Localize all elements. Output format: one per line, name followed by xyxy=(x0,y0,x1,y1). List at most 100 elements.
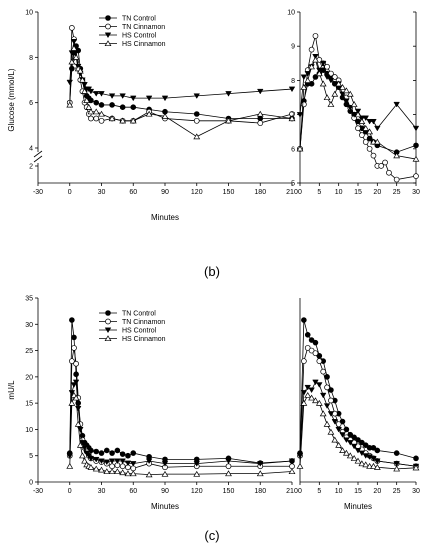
data-point-b-zoom-1 xyxy=(355,125,361,132)
data-point-b-zoom-1 xyxy=(312,33,319,39)
data-point-c-zoom-2 xyxy=(339,432,346,438)
data-point-c-zoom-3 xyxy=(335,441,343,448)
data-point-c-zoom-3 xyxy=(300,399,308,406)
data-point-c-0 xyxy=(69,317,75,323)
data-point-c-zoom-2 xyxy=(327,411,335,417)
x-tick-label-b: 210 xyxy=(286,189,298,196)
y-tick-label-c: 0 xyxy=(29,480,33,487)
y-tick-label-b: 2 xyxy=(29,164,33,171)
x-tick-label-c: 180 xyxy=(254,488,266,495)
data-point-b-zoom-3 xyxy=(339,83,346,90)
data-point-b-zoom-3 xyxy=(312,56,319,63)
data-point-c-zoom-0 xyxy=(308,337,315,343)
data-point-c-zoom-0 xyxy=(301,317,307,323)
data-point-c-1 xyxy=(73,360,79,367)
data-point-c-zoom-3 xyxy=(331,436,339,443)
data-point-c-2 xyxy=(124,460,132,467)
y-tick-label-b-zoom: 6 xyxy=(291,146,295,153)
x-tick-label-c: 120 xyxy=(191,488,203,495)
data-point-c-1 xyxy=(225,463,232,470)
data-point-b-3 xyxy=(68,58,76,65)
data-point-b-zoom-1 xyxy=(308,46,315,53)
data-point-c-zoom-2 xyxy=(308,387,315,394)
data-point-b-3 xyxy=(161,112,169,119)
data-point-c-2 xyxy=(79,440,86,446)
x-tick-label-c-zoom: 25 xyxy=(393,488,401,495)
x-tick-label-c: 90 xyxy=(161,488,169,495)
data-point-c-3 xyxy=(161,470,169,477)
data-point-c-2 xyxy=(74,405,82,412)
data-point-c-3 xyxy=(87,463,95,470)
x-tick-label-b: -30 xyxy=(33,189,43,196)
data-point-c-zoom-2 xyxy=(296,453,304,459)
x-tick-label-b-zoom: 30 xyxy=(412,189,420,196)
data-point-c-zoom-2 xyxy=(374,458,381,465)
data-point-c-zoom-1 xyxy=(320,368,327,375)
data-point-c-3 xyxy=(193,470,201,477)
data-point-b-2 xyxy=(81,82,88,88)
data-point-b-2 xyxy=(193,93,200,99)
data-point-b-zoom-3 xyxy=(393,152,401,159)
data-point-c-3 xyxy=(288,468,296,475)
data-point-c-0 xyxy=(193,456,200,463)
data-point-b-zoom-1 xyxy=(393,176,400,183)
data-point-b-2 xyxy=(108,93,116,99)
data-point-b-3 xyxy=(83,97,91,103)
data-point-b-zoom-3 xyxy=(296,145,304,152)
data-point-c-3 xyxy=(113,468,121,475)
data-point-c-zoom-3 xyxy=(315,399,323,406)
data-point-b-zoom-2 xyxy=(304,71,311,77)
data-point-b-zoom-2 xyxy=(412,125,420,132)
data-point-c-zoom-2 xyxy=(335,426,342,433)
legend-label-b: TN Control xyxy=(122,16,156,23)
data-point-c-2 xyxy=(193,461,200,467)
data-point-c-zoom-1 xyxy=(316,358,323,364)
data-point-c-zoom-1 xyxy=(301,358,307,364)
data-point-b-zoom-2 xyxy=(327,77,335,84)
legend-label-c: HS Cinnamon xyxy=(122,336,166,343)
data-point-b-3 xyxy=(108,115,116,122)
data-point-b-zoom-3 xyxy=(342,87,350,94)
data-point-c-2 xyxy=(114,458,121,465)
x-tick-label-b-zoom: 10 xyxy=(335,189,343,196)
data-point-c-0 xyxy=(98,450,105,456)
data-point-b-zoom-1 xyxy=(413,173,419,180)
data-point-b-1 xyxy=(88,115,94,122)
data-point-c-zoom-2 xyxy=(331,419,339,425)
data-point-b-zoom-2 xyxy=(343,98,350,105)
data-point-b-zoom-1 xyxy=(378,163,385,169)
data-point-c-1 xyxy=(289,463,295,470)
data-point-b-3 xyxy=(85,103,93,110)
data-point-b-3 xyxy=(98,110,105,117)
data-point-b-1 xyxy=(93,115,100,122)
legend-marker-b xyxy=(105,15,111,21)
y-tick-label-b-zoom: 5 xyxy=(291,181,295,188)
data-point-c-zoom-3 xyxy=(346,452,354,459)
data-point-b-zoom-3 xyxy=(350,101,358,107)
data-point-b-zoom-2 xyxy=(366,118,373,125)
data-point-b-zoom-3 xyxy=(319,80,327,87)
x-tick-label-c: 60 xyxy=(129,488,137,495)
data-point-b-zoom-1 xyxy=(366,145,373,152)
x-tick-label-b: 120 xyxy=(191,189,203,196)
series-line-c-0 xyxy=(69,320,293,464)
data-point-b-0 xyxy=(98,102,105,108)
data-point-b-zoom-3 xyxy=(304,77,312,83)
data-point-c-3 xyxy=(66,462,74,469)
data-point-b-1 xyxy=(98,117,105,124)
data-point-b-zoom-2 xyxy=(350,112,358,118)
data-point-c-0 xyxy=(125,452,131,459)
data-point-c-zoom-2 xyxy=(323,403,331,409)
data-point-b-2 xyxy=(225,91,232,97)
x-axis-title-c-zoom: Minutes xyxy=(344,502,372,511)
x-tick-label-b: 0 xyxy=(68,189,72,196)
data-point-b-2 xyxy=(288,86,296,93)
data-point-b-1 xyxy=(257,120,264,126)
data-point-b-3 xyxy=(193,133,201,140)
x-tick-label-c: 30 xyxy=(98,488,106,495)
chart-layer: -30 0 30 60 90 120 150 180 210246810MinutesGluco… xyxy=(7,10,420,512)
data-point-c-2 xyxy=(225,458,232,465)
data-point-c-2 xyxy=(130,461,137,467)
data-point-c-zoom-0 xyxy=(359,439,365,446)
data-point-c-zoom-3 xyxy=(319,410,327,417)
